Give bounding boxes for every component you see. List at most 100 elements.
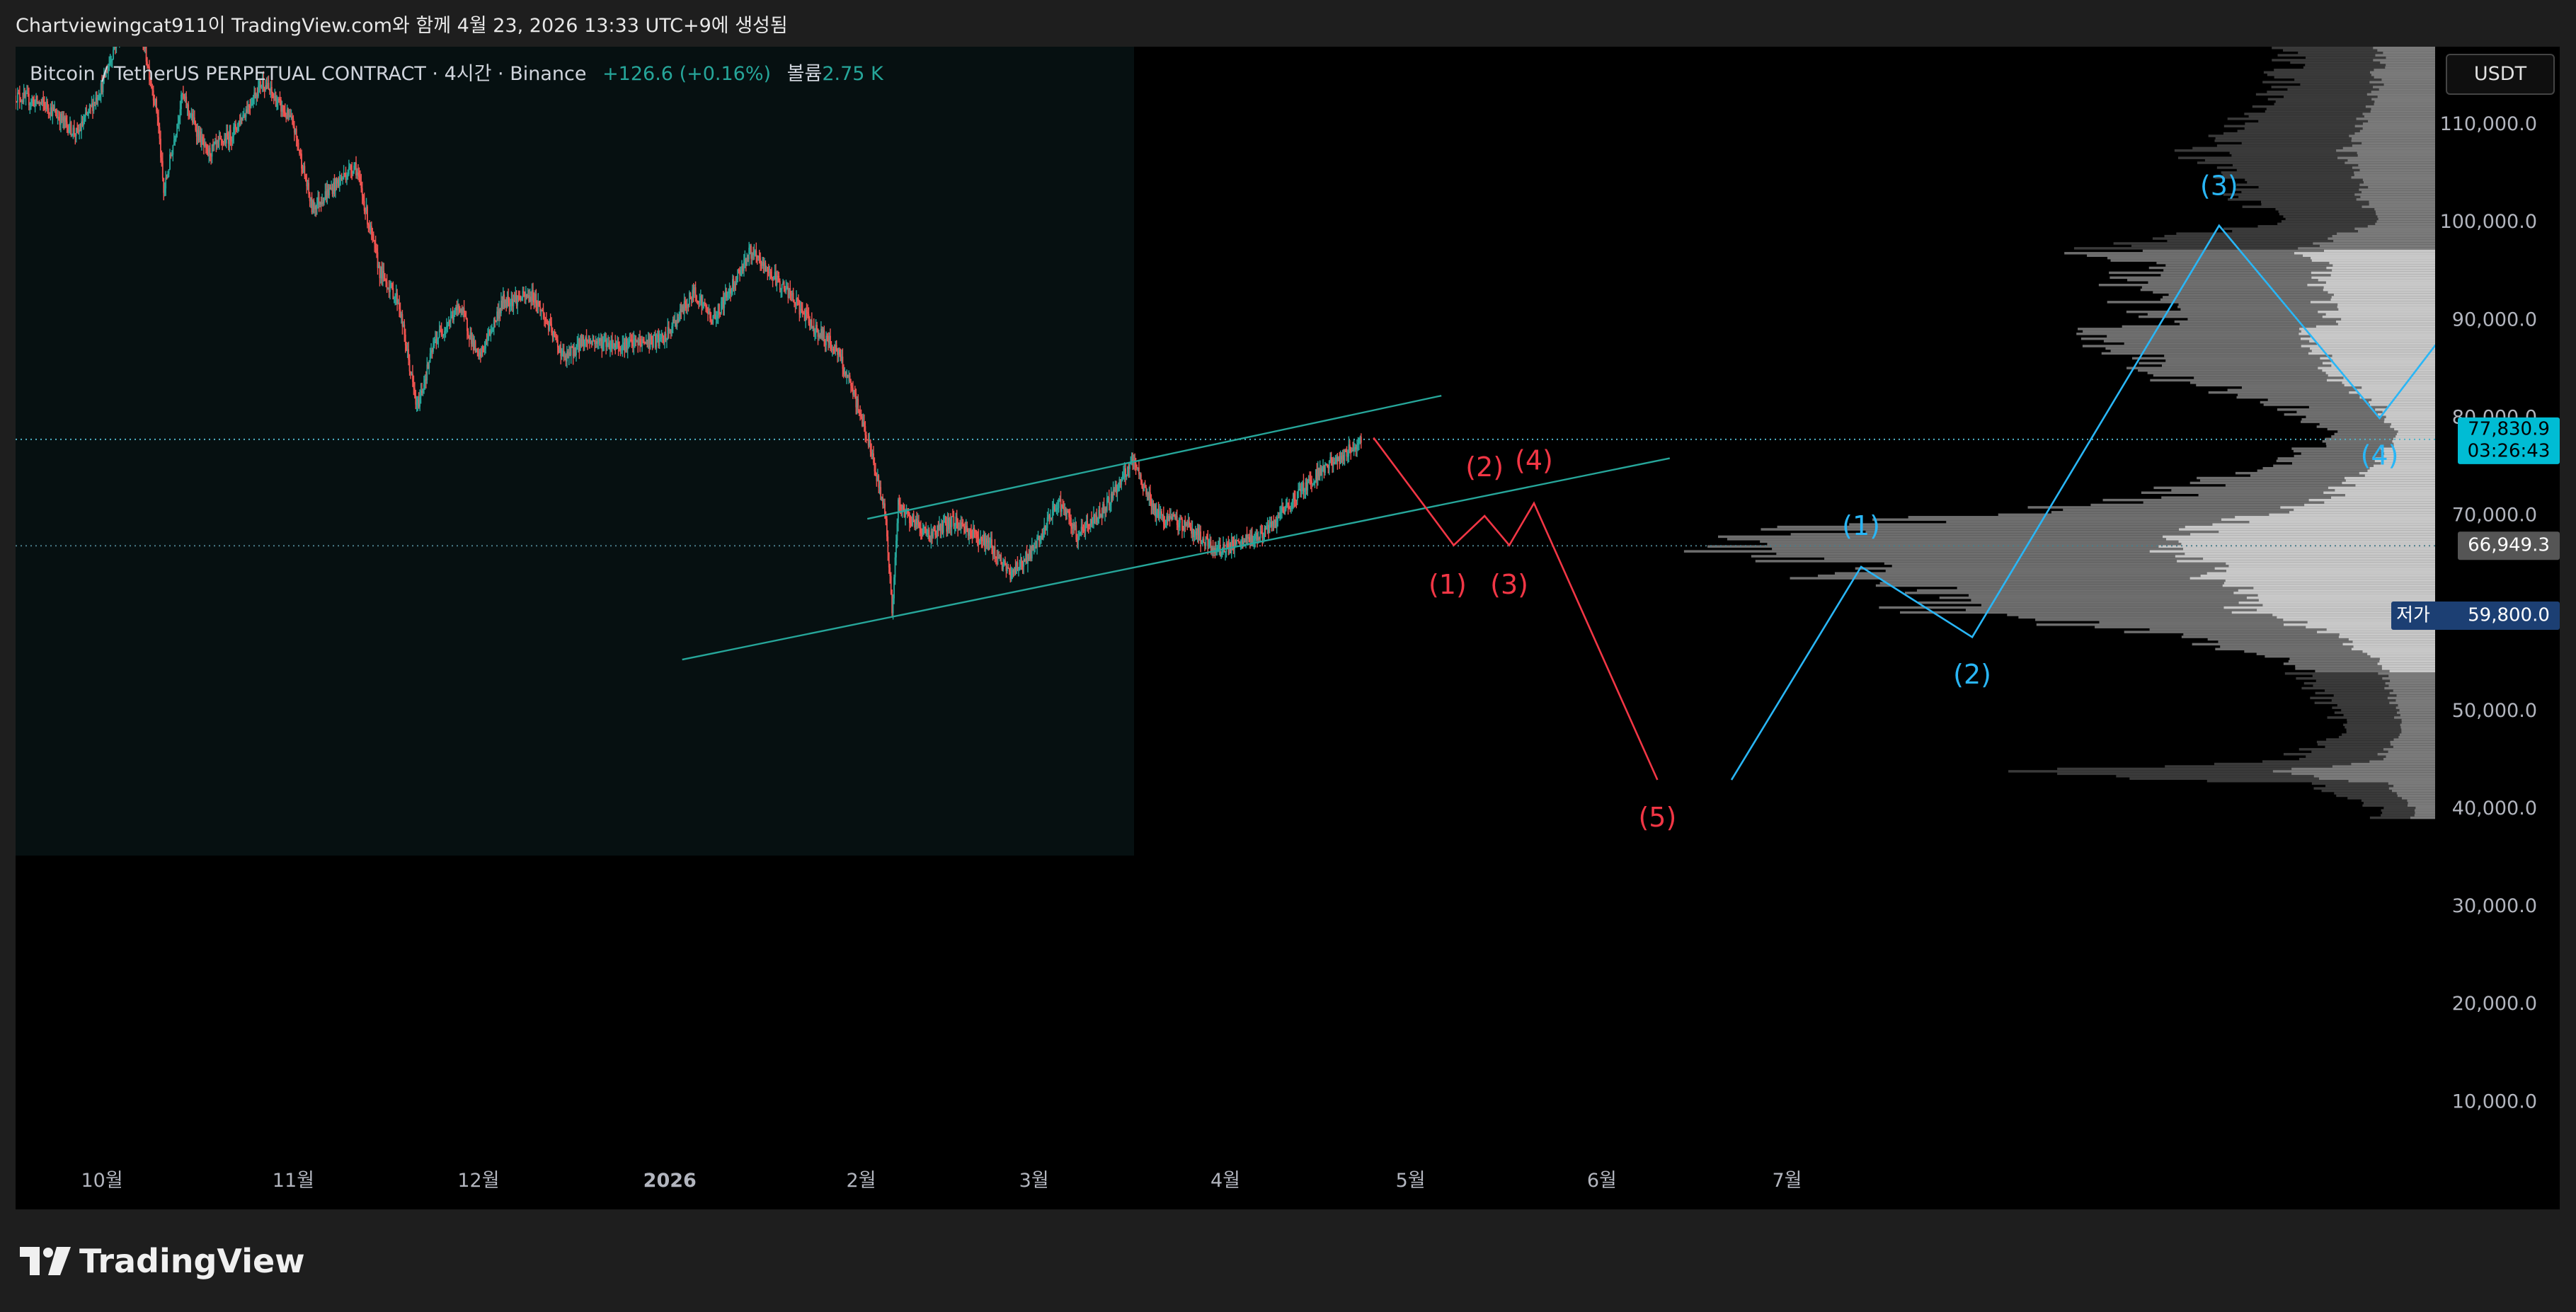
volume-profile-bar [2245, 178, 2435, 181]
candle-body [104, 73, 106, 78]
volume-profile-bar [2291, 462, 2435, 465]
candle-body [254, 92, 256, 98]
volume-profile-bar-up [2386, 755, 2435, 758]
volume-profile-bar-up [2294, 252, 2435, 255]
volume-profile-bar [2116, 775, 2435, 778]
candle-body [510, 304, 511, 306]
candle-body [859, 413, 861, 415]
candle-body [628, 341, 630, 345]
volume-profile-bar-up [2389, 691, 2435, 695]
candle-body [634, 338, 636, 340]
tradingview-logo[interactable]: TradingView [20, 1242, 305, 1280]
candle-body [199, 131, 201, 141]
volume-profile-bar-up [2343, 376, 2435, 379]
volume-profile-bar [2227, 389, 2435, 391]
candle-body [1089, 519, 1092, 526]
volume-profile-bar-up [2390, 743, 2435, 746]
time-tick-label: 4월 [1210, 1170, 1240, 1192]
currency-button[interactable]: USDT [2446, 54, 2555, 95]
candle-body [377, 252, 379, 268]
candle-body [585, 337, 588, 342]
candle-body [1096, 515, 1098, 522]
volume-profile-bar-up [2375, 222, 2435, 226]
candle-body [704, 302, 706, 306]
volume-profile-bar-up [2352, 144, 2435, 147]
candle-body [908, 513, 910, 524]
volume-profile-bar [2113, 242, 2435, 245]
candle-body [903, 505, 905, 510]
candle-body [263, 78, 265, 88]
channel-line-upper [867, 394, 1442, 520]
volume-profile-bar [2131, 357, 2435, 360]
volume-profile-bar [1777, 525, 2435, 529]
candle-body [506, 297, 508, 307]
snapshot-caption: Chartviewingcat911이 TradingView.com와 함께 … [16, 15, 788, 37]
candle-body [1239, 541, 1241, 543]
candle-body [723, 297, 726, 309]
volume-profile-bar [2316, 740, 2435, 744]
candle-body [688, 292, 690, 305]
candle-body [739, 270, 740, 276]
volume-profile-bar-up [2219, 530, 2435, 534]
candle-body [885, 514, 887, 519]
volume-profile-bar-up [2338, 308, 2435, 311]
volume-profile-bar-up [2362, 190, 2435, 194]
candle-body [446, 326, 447, 328]
candle-body [1127, 466, 1128, 475]
candle-body [869, 440, 871, 452]
price-axis[interactable]: 10,000.020,000.030,000.040,000.050,000.0… [2391, 47, 2560, 1209]
candle-body [951, 516, 954, 517]
candle-body [1326, 464, 1328, 466]
volume-profile-bar [2267, 98, 2435, 100]
candle-body [1227, 544, 1230, 548]
candle-body [108, 63, 110, 68]
candle-body [745, 258, 747, 266]
volume-profile-bar-up [2381, 449, 2435, 453]
candle-body [517, 296, 520, 297]
candle-body [953, 516, 955, 526]
volume-profile-bar-up [2388, 674, 2435, 677]
candle-body [460, 309, 462, 312]
volume-profile-bar [2194, 376, 2435, 379]
candle-body [1008, 568, 1010, 572]
volume-profile-bar-up [2299, 333, 2435, 335]
candle-body [440, 329, 442, 331]
candle-body [21, 100, 23, 103]
candle-body [256, 93, 258, 97]
chart-canvas[interactable]: (1)(2)(3)(4)(5) (1)(2)(3)(4) 10,000.020,… [16, 47, 2560, 1209]
candle-body [1138, 467, 1140, 475]
candle-body [942, 522, 944, 533]
candle-body [456, 306, 458, 311]
candle-body [276, 102, 278, 107]
candle-body [41, 98, 43, 103]
candle-body [411, 374, 413, 375]
candle-body [1350, 449, 1352, 452]
candle-body [710, 318, 712, 321]
candle-body [60, 113, 62, 125]
symbol-title[interactable]: Bitcoin / TetherUS PERPETUAL CONTRACT · … [30, 63, 587, 85]
candle-body [1212, 547, 1214, 553]
candle-body [1114, 484, 1116, 492]
volume-profile-bar [2163, 269, 2435, 272]
volume-profile-bar-up [2395, 699, 2435, 702]
volume-profile-bar [2326, 444, 2435, 448]
time-axis[interactable]: 10월 11월 12월 2026 2월 3월 4월 5월 6월 7월 [81, 1170, 1802, 1192]
volume-profile-bar [2227, 117, 2435, 120]
volume-profile-bar-up [2311, 276, 2435, 280]
candle-body [25, 93, 27, 97]
candle-body [217, 140, 219, 142]
candle-body [1208, 545, 1210, 547]
volume-profile-bar-up [2222, 584, 2435, 587]
volume-profile-bar-up [2387, 696, 2435, 700]
chart-pane[interactable]: (1) (2) (3) (4) (5) (1) (2) (3) (4) 10,000.0 20,… [16, 47, 2560, 1209]
candle-body [206, 146, 208, 149]
candle-body [1000, 555, 1002, 565]
candle-body [479, 352, 481, 357]
candle-body [1282, 507, 1284, 512]
candle-body [286, 109, 288, 119]
candle-body [32, 99, 34, 100]
candle-body [935, 534, 937, 537]
candle-body [1041, 536, 1043, 540]
volume-profile-bar [1918, 601, 2435, 604]
candle-body [1155, 510, 1157, 517]
